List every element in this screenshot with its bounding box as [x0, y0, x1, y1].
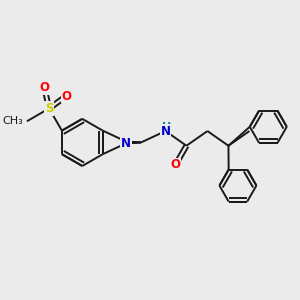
Text: O: O	[39, 81, 49, 94]
Text: S: S	[45, 102, 53, 115]
Text: O: O	[171, 158, 181, 171]
Text: S: S	[122, 135, 130, 148]
Text: N: N	[121, 137, 131, 150]
Text: CH₃: CH₃	[2, 116, 23, 126]
Text: N: N	[160, 124, 170, 137]
Text: O: O	[61, 90, 71, 103]
Text: H: H	[162, 122, 171, 132]
